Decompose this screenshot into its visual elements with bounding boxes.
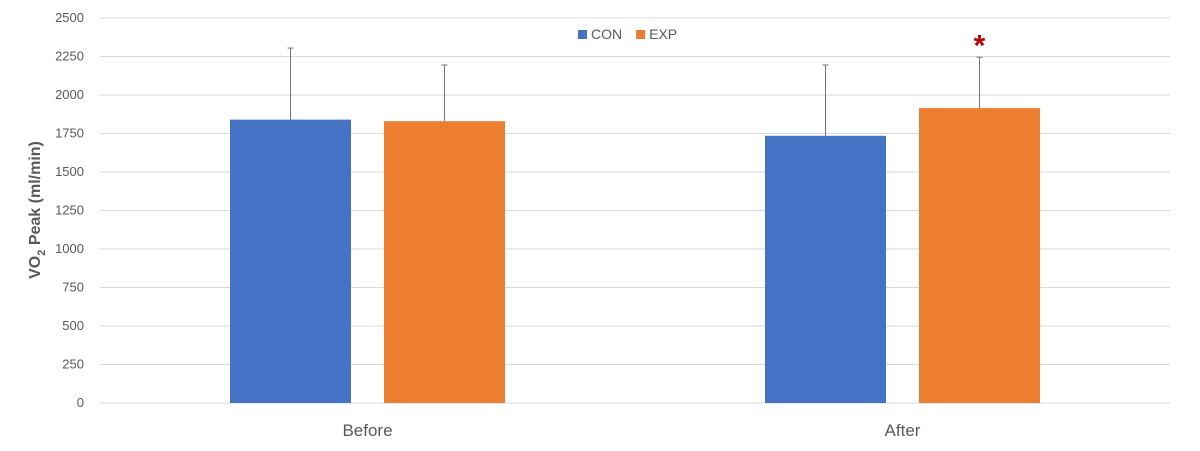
y-tick-label: 1000 <box>55 241 84 256</box>
x-category-label: Before <box>342 421 392 440</box>
bar-exp-after <box>919 108 1040 403</box>
legend-swatch-exp <box>636 30 646 39</box>
y-tick-label: 1500 <box>55 164 84 179</box>
y-axis-ticks: 0 250 500 750 1000 1250 1500 1750 2000 2250 2500 <box>55 10 84 410</box>
significance-marker: * <box>974 29 986 62</box>
bar-con-after <box>765 135 886 403</box>
y-tick-label: 250 <box>62 357 84 372</box>
y-axis-title-main: VO <box>27 256 44 279</box>
x-axis-categories: Before After <box>342 421 920 440</box>
bar-con-before <box>230 119 351 403</box>
y-tick-label: 2000 <box>55 87 84 102</box>
annotations: * <box>974 29 986 62</box>
legend-label-exp: EXP <box>649 26 677 42</box>
legend-label-con: CON <box>591 26 622 42</box>
y-tick-label: 1750 <box>55 126 84 141</box>
y-tick-label: 2500 <box>55 10 84 25</box>
y-tick-label: 500 <box>62 318 84 333</box>
legend: CON EXP <box>578 26 677 42</box>
bar-exp-before <box>384 121 505 404</box>
bars <box>230 108 1040 404</box>
error-bars <box>287 47 983 136</box>
y-axis-title-subscript: 2 <box>36 250 48 256</box>
x-category-label: After <box>885 421 921 440</box>
y-axis-title: VO2 Peak (ml/min) <box>27 141 48 279</box>
y-tick-label: 750 <box>62 280 84 295</box>
y-tick-label: 2250 <box>55 49 84 64</box>
y-tick-label: 1250 <box>55 203 84 218</box>
legend-swatch-con <box>578 30 587 39</box>
y-tick-label: 0 <box>77 395 84 410</box>
y-axis-title-rest: Peak (ml/min) <box>27 141 44 249</box>
